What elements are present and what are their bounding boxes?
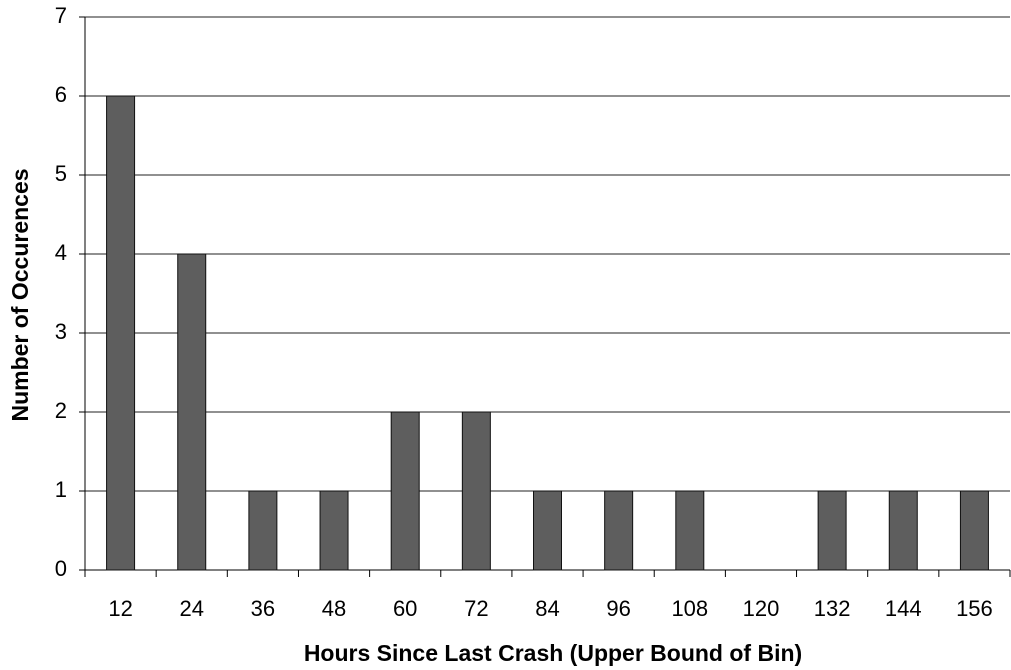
- x-tick-label: 48: [322, 596, 346, 621]
- y-axis-title: Number of Occurences: [7, 168, 33, 421]
- y-tick-label: 5: [55, 161, 67, 186]
- x-tick-label: 60: [393, 596, 417, 621]
- x-tick-label: 12: [108, 596, 132, 621]
- x-tick-label: 132: [814, 596, 851, 621]
- x-tick-label: 120: [743, 596, 780, 621]
- bar: [461, 411, 491, 571]
- x-tick-label: 36: [251, 596, 275, 621]
- x-tick-label: 72: [464, 596, 488, 621]
- bar: [888, 490, 918, 571]
- bar: [675, 490, 705, 571]
- x-tick-label: 84: [535, 596, 559, 621]
- bar: [248, 490, 278, 571]
- bar: [177, 253, 207, 571]
- x-tick-label: 96: [606, 596, 630, 621]
- y-tick-label: 1: [55, 477, 67, 502]
- y-tick-label: 6: [55, 82, 67, 107]
- bar: [533, 490, 562, 571]
- bar: [817, 490, 847, 571]
- y-tick-label: 0: [55, 556, 67, 581]
- x-tick-label: 108: [671, 596, 708, 621]
- bar: [319, 490, 349, 571]
- x-axis-title: Hours Since Last Crash (Upper Bound of B…: [304, 640, 802, 666]
- x-tick-label: 156: [956, 596, 993, 621]
- x-tick-label: 24: [179, 596, 203, 621]
- y-tick-label: 7: [55, 3, 67, 28]
- bar: [604, 490, 634, 571]
- y-tick-label: 2: [55, 398, 67, 423]
- x-tick-label: 144: [885, 596, 922, 621]
- y-tick-label: 4: [55, 240, 67, 265]
- bar: [106, 95, 136, 571]
- bar: [390, 411, 420, 571]
- y-tick-label: 3: [55, 319, 67, 344]
- bar: [959, 490, 989, 571]
